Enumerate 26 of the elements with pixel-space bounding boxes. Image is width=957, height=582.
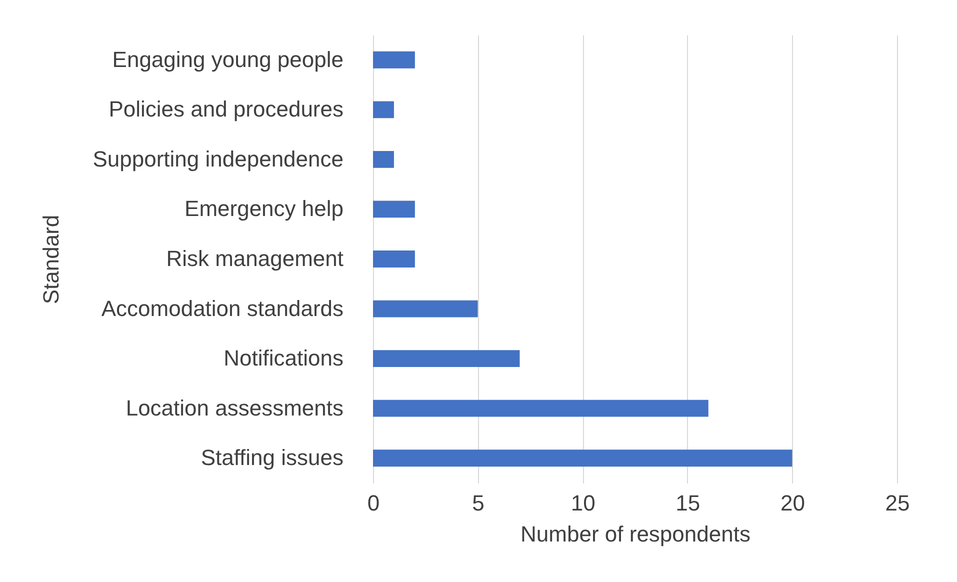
x-tick-label: 5 <box>472 490 484 516</box>
x-tick-label: 20 <box>780 490 805 516</box>
x-tick-label: 25 <box>885 490 910 516</box>
y-tick-label: Accomodation standards <box>101 296 344 321</box>
bar <box>373 200 415 218</box>
x-tick-label: 15 <box>676 490 700 516</box>
bar <box>373 400 708 417</box>
bar <box>373 250 415 268</box>
y-tick-label: Staffing issues <box>200 445 344 470</box>
y-tick-label: Risk management <box>166 246 344 271</box>
bar <box>373 450 792 467</box>
x-tick-label: 10 <box>570 490 596 516</box>
bar <box>373 51 415 68</box>
x-axis-title: Number of respondents <box>520 522 750 546</box>
x-tick-label: 0 <box>367 490 380 516</box>
bar <box>373 350 520 368</box>
y-tick-label: Location assessments <box>126 395 344 420</box>
y-tick-label: Notifications <box>224 346 344 371</box>
y-tick-label: Supporting independence <box>92 146 344 172</box>
y-tick-label: Policies and procedures <box>108 96 344 122</box>
y-tick-label: Engaging young people <box>112 46 344 72</box>
bar <box>373 150 394 168</box>
y-tick-label: Emergency help <box>184 196 344 222</box>
bar <box>373 101 394 118</box>
bar <box>373 300 478 318</box>
y-axis-title: Standard <box>38 214 64 304</box>
